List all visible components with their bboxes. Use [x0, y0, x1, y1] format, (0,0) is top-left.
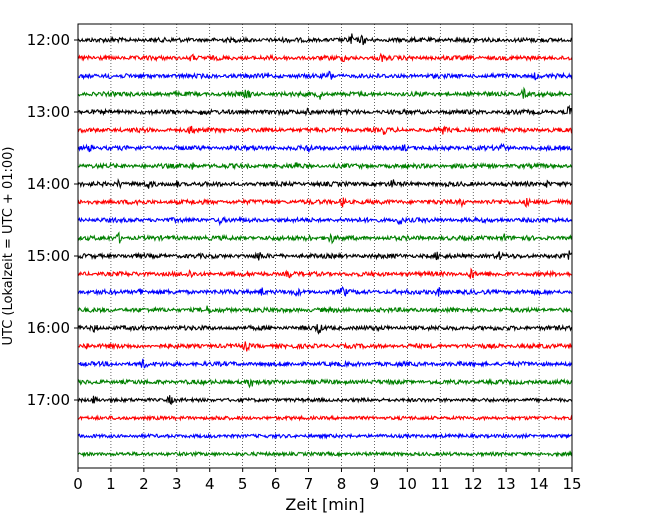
x-tick-label: 5: [238, 475, 248, 493]
x-tick-label: 10: [398, 475, 417, 493]
x-tick-label: 4: [205, 475, 215, 493]
x-tick-label: 15: [562, 475, 581, 493]
trace-line: [77, 450, 573, 458]
trace-line: [77, 432, 573, 440]
x-tick-label: 13: [497, 475, 516, 493]
x-tick-label: 9: [370, 475, 380, 493]
x-tick-label: 0: [73, 475, 83, 493]
y-axis-label: UTC (Lokalzeit = UTC + 01:00): [1, 147, 16, 346]
axis-ticks: 0 1 2 3 4 5 6 7 8 9 10 11 12 13 14 1512:0013:0014:0015:…: [27, 31, 582, 493]
y-tick-label: 15:00: [27, 247, 70, 265]
trace-line: [77, 142, 573, 153]
trace-line: [77, 414, 573, 422]
y-tick-label: 14:00: [27, 175, 70, 193]
trace-line: [77, 250, 573, 261]
y-tick-label: 13:00: [27, 103, 70, 121]
y-tick-label: 17:00: [27, 391, 70, 409]
grid-lines: [110, 24, 540, 468]
x-axis-label: Zeit [min]: [285, 495, 364, 514]
trace-line: [77, 341, 573, 352]
trace-line: [77, 70, 573, 81]
trace-line: [77, 215, 573, 227]
trace-line: [78, 305, 573, 315]
trace-line: [77, 323, 573, 335]
trace-line: [77, 267, 573, 279]
plot-frame: [77, 23, 573, 469]
trace-line: [77, 197, 573, 209]
trace-line: [77, 86, 573, 100]
trace-line: [77, 125, 573, 136]
x-tick-label: 2: [139, 475, 149, 493]
x-tick-label: 3: [172, 475, 182, 493]
trace-line: [77, 33, 572, 46]
trace-line: [77, 104, 573, 117]
plot-area: [78, 24, 572, 468]
x-tick-label: 1: [106, 475, 116, 493]
y-tick-label: 12:00: [27, 31, 70, 49]
trace-line: [77, 377, 573, 389]
x-tick-label: 12: [464, 475, 483, 493]
trace-line: [77, 395, 573, 406]
trace-line: [77, 161, 572, 171]
trace-line: [77, 358, 573, 369]
traces: [77, 33, 573, 458]
trace-line: [77, 286, 573, 297]
x-tick-label: 6: [271, 475, 281, 493]
trace-line: [77, 52, 573, 63]
trace-line: [77, 231, 573, 245]
x-tick-label: 7: [304, 475, 314, 493]
x-tick-label: 8: [337, 475, 347, 493]
x-tick-label: 14: [530, 475, 549, 493]
x-tick-label: 11: [431, 475, 450, 493]
y-tick-label: 16:00: [27, 319, 70, 337]
trace-line: [77, 177, 573, 190]
